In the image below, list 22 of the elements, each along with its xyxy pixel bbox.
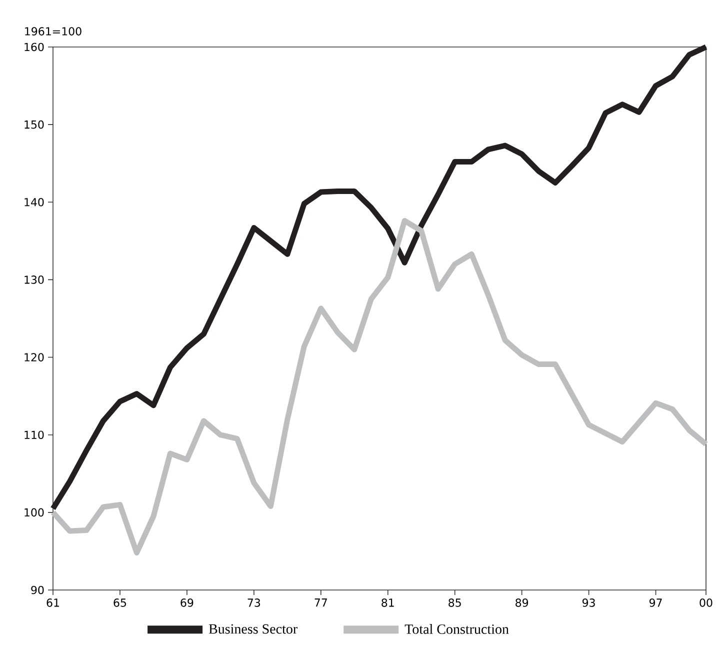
x-tick-label: 65	[114, 598, 126, 607]
y-tick-label: 140	[24, 198, 44, 206]
y-tick-label: 150	[24, 120, 44, 129]
x-tick-label: 81	[382, 598, 394, 607]
y-tick-label: 90	[31, 586, 44, 594]
y-tick-label: 110	[24, 430, 44, 440]
x-tick-label: 85	[448, 598, 461, 607]
x-tick-label: 93	[582, 598, 595, 607]
y-tick-label: 160	[24, 42, 44, 52]
legend-label: Business Sector	[208, 624, 298, 634]
x-tick-label: 69	[180, 598, 194, 607]
y-tick-label: 100	[24, 508, 44, 517]
y-tick-label: 130	[24, 276, 44, 284]
x-tick-label: 97	[649, 598, 662, 607]
x-tick-label: 89	[516, 598, 528, 607]
x-tick-label: 77	[314, 598, 327, 607]
x-tick-label: 73	[248, 598, 260, 607]
x-tick-label: 61	[46, 598, 59, 607]
legend-label: Total Construction	[404, 624, 509, 634]
y-tick-label: 120	[24, 353, 44, 362]
x-tick-label: 00	[700, 598, 712, 607]
text: 1961=100	[25, 27, 82, 36]
